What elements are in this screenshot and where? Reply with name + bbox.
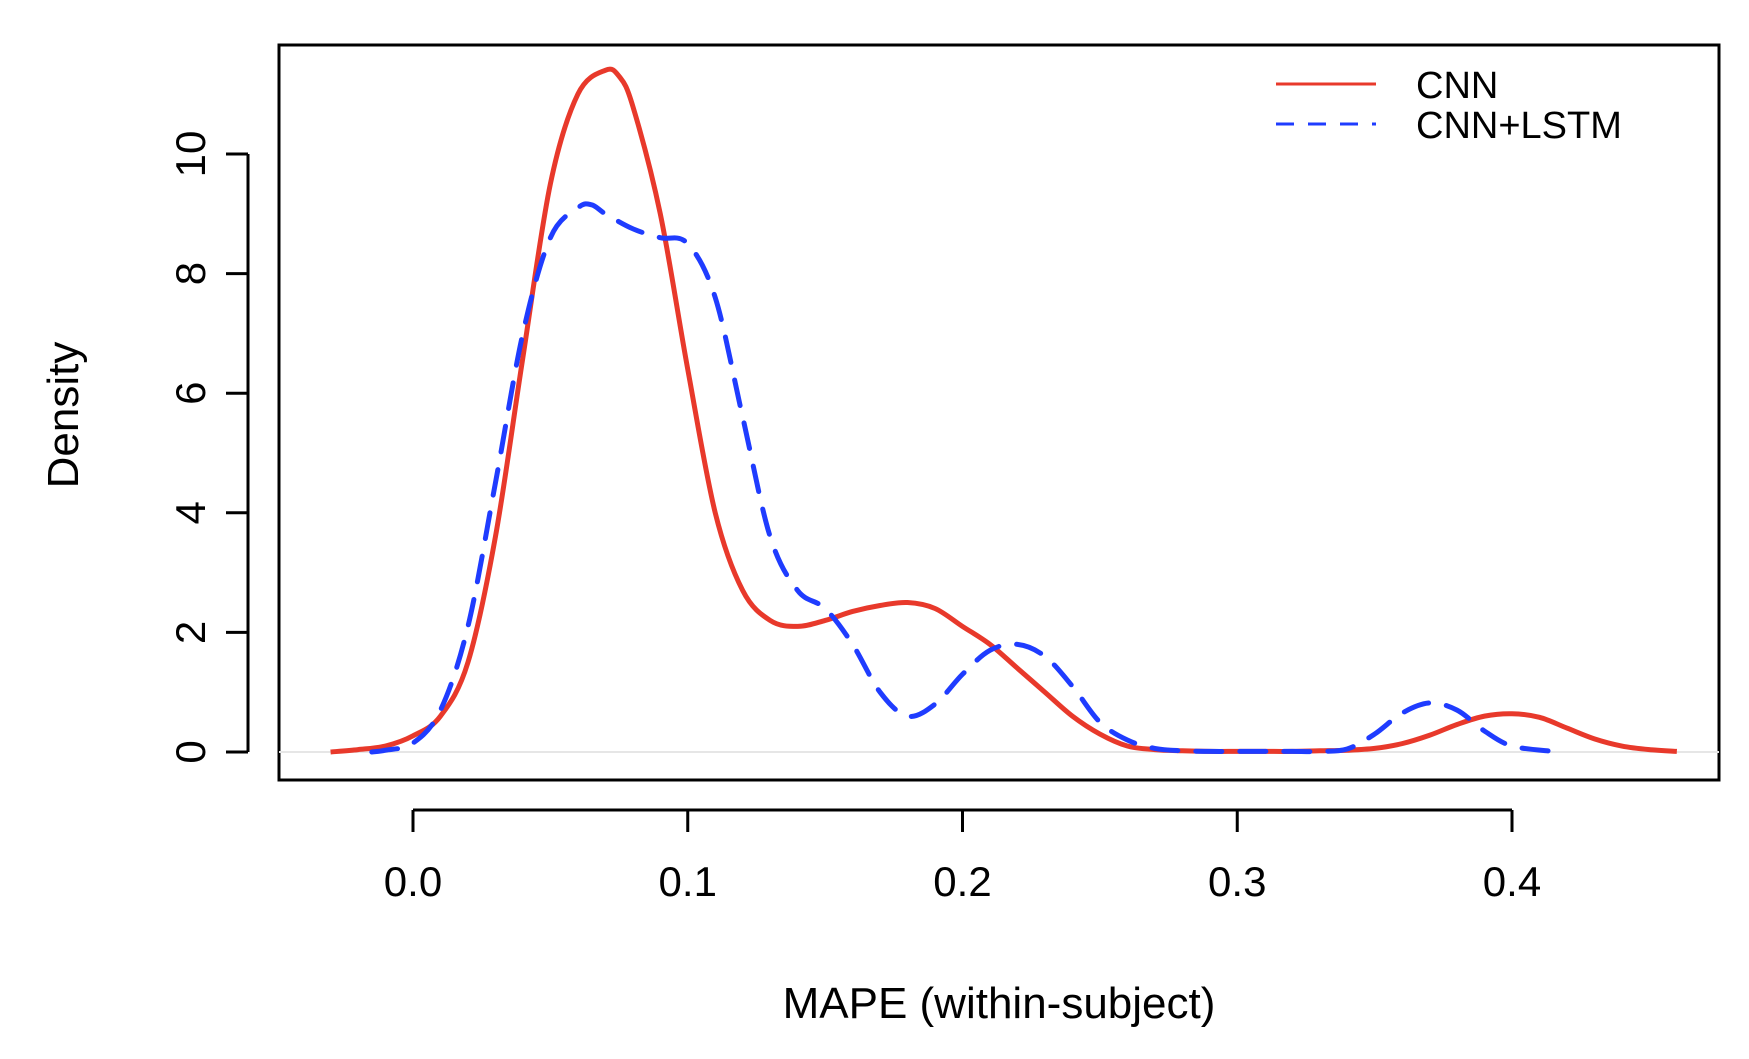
series-line-cnn-lstm: [369, 201, 1556, 755]
y-tick-label: 10: [167, 131, 214, 178]
series-lines: [330, 66, 1678, 755]
y-tick-label: 6: [167, 382, 214, 405]
legend-label-cnn-lstm: CNN+LSTM: [1416, 105, 1622, 147]
legend: CNN CNN+LSTM: [1276, 65, 1622, 147]
x-tick-label: 0.2: [933, 858, 991, 905]
y-axis-ticks: 0 2 4 6 8 10: [167, 131, 248, 764]
y-tick-label: 4: [167, 501, 214, 524]
y-axis-title: Density: [39, 342, 88, 489]
x-tick-label: 0.1: [659, 858, 717, 905]
x-tick-label: 0.4: [1483, 858, 1541, 905]
y-tick-label: 8: [167, 262, 214, 285]
x-axis-ticks: 0.0 0.1 0.2 0.3 0.4: [384, 810, 1541, 905]
x-tick-label: 0.0: [384, 858, 442, 905]
x-tick-label: 0.3: [1208, 858, 1266, 905]
legend-label-cnn: CNN: [1416, 65, 1498, 107]
y-tick-label: 2: [167, 621, 214, 644]
y-tick-label: 0: [167, 740, 214, 763]
x-axis-title: MAPE (within-subject): [783, 979, 1216, 1028]
series-line-cnn: [330, 66, 1678, 755]
plot-frame: [277, 43, 1721, 782]
